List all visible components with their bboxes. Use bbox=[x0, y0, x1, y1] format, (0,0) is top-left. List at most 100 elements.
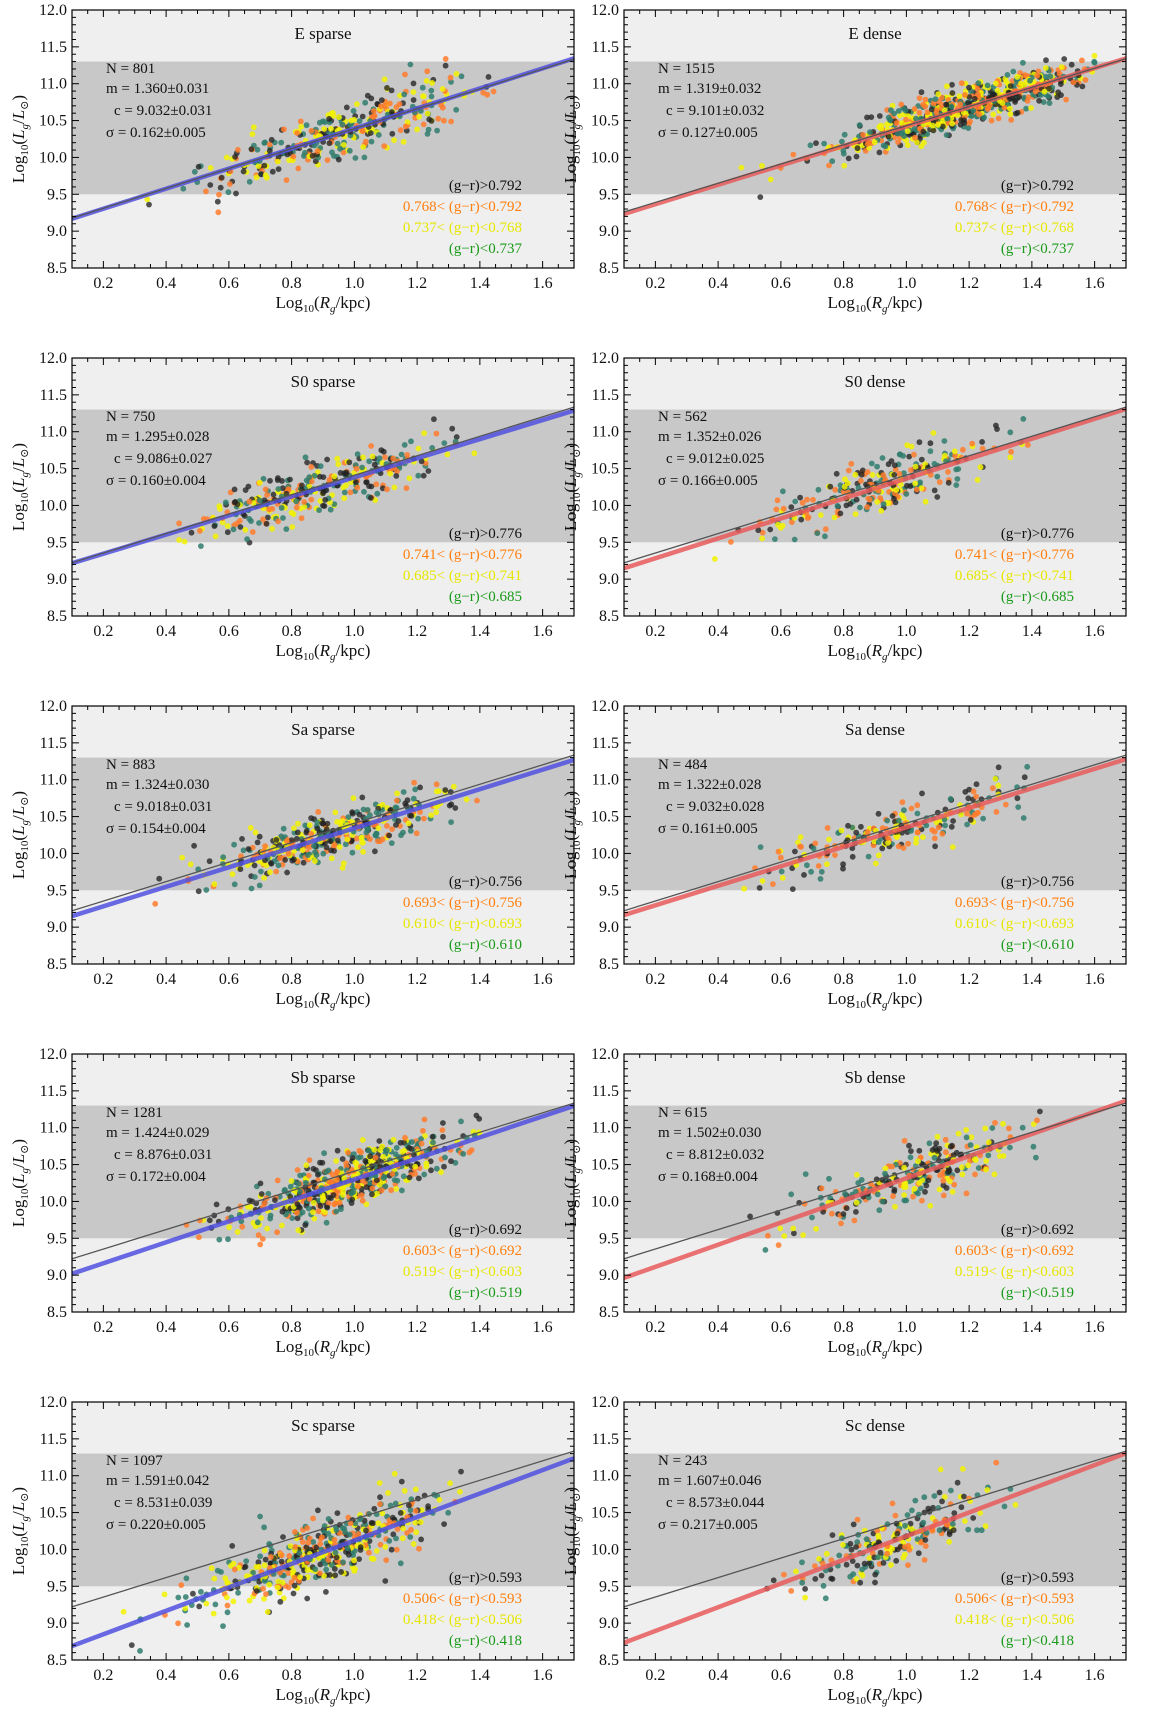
fit-line bbox=[624, 756, 1126, 918]
data-point bbox=[880, 472, 887, 479]
data-point bbox=[914, 139, 920, 146]
data-point bbox=[415, 815, 421, 822]
data-point bbox=[448, 118, 454, 125]
x-axis-label-sub: 10 bbox=[855, 999, 867, 1011]
data-point bbox=[937, 1172, 943, 1179]
data-point bbox=[948, 103, 955, 110]
data-point bbox=[797, 834, 804, 840]
data-point bbox=[901, 133, 907, 140]
y-tick-label: 11.0 bbox=[40, 424, 67, 441]
data-point bbox=[903, 116, 909, 123]
data-point bbox=[988, 117, 995, 124]
data-point bbox=[203, 188, 209, 195]
y-tick-label: 9.5 bbox=[47, 882, 67, 899]
data-point bbox=[326, 116, 332, 122]
data-point bbox=[876, 113, 883, 119]
data-point bbox=[423, 1160, 430, 1167]
data-point bbox=[343, 482, 349, 489]
data-point bbox=[303, 122, 310, 129]
data-point bbox=[865, 853, 872, 860]
data-point bbox=[263, 862, 270, 869]
data-point bbox=[367, 812, 373, 818]
y-tick-label: 11.0 bbox=[40, 76, 67, 93]
data-point bbox=[400, 789, 407, 795]
data-point bbox=[418, 1140, 425, 1147]
y-axis-label-var2: L bbox=[561, 110, 580, 120]
data-point bbox=[408, 813, 415, 819]
data-point bbox=[902, 107, 909, 114]
x-tick-label: 0.8 bbox=[834, 623, 854, 640]
data-point bbox=[359, 794, 366, 801]
data-point bbox=[371, 1146, 378, 1153]
data-point bbox=[891, 472, 898, 478]
data-point bbox=[911, 1185, 918, 1192]
data-point bbox=[954, 112, 961, 118]
data-point bbox=[889, 1163, 895, 1170]
data-point bbox=[358, 834, 365, 841]
data-point bbox=[206, 858, 213, 865]
reference-line bbox=[624, 58, 1126, 213]
data-point bbox=[1030, 1143, 1037, 1150]
data-point bbox=[853, 153, 860, 160]
data-point bbox=[302, 454, 309, 461]
data-point bbox=[303, 828, 310, 834]
data-point bbox=[357, 1154, 364, 1160]
data-point bbox=[391, 1470, 398, 1477]
data-point bbox=[815, 863, 822, 869]
data-point bbox=[885, 839, 891, 846]
data-point bbox=[831, 514, 838, 521]
data-point bbox=[243, 1558, 250, 1564]
data-point bbox=[322, 497, 329, 503]
data-point bbox=[463, 796, 470, 803]
data-point bbox=[355, 844, 361, 850]
data-point bbox=[965, 125, 972, 131]
data-point bbox=[854, 145, 861, 152]
plot-area bbox=[72, 754, 574, 919]
data-point bbox=[962, 92, 968, 98]
data-point bbox=[321, 126, 328, 132]
data-point bbox=[378, 447, 385, 454]
x-tick-label: 0.4 bbox=[156, 275, 176, 292]
data-point bbox=[967, 817, 974, 823]
data-point bbox=[302, 149, 308, 156]
data-point bbox=[308, 464, 315, 470]
data-point bbox=[867, 129, 873, 136]
data-point bbox=[939, 830, 946, 837]
data-point bbox=[306, 822, 313, 829]
inner-band bbox=[624, 1105, 1126, 1239]
y-axis-label-mid: / bbox=[9, 815, 28, 820]
data-point bbox=[175, 1620, 182, 1627]
ticks bbox=[71, 9, 575, 269]
x-axis-label-unit: /kpc) bbox=[336, 641, 371, 660]
data-point bbox=[257, 1553, 263, 1560]
data-point bbox=[206, 1217, 213, 1224]
data-point bbox=[963, 1190, 970, 1197]
data-point bbox=[339, 1156, 346, 1162]
data-point bbox=[373, 830, 380, 837]
data-point bbox=[413, 830, 420, 837]
y-tick-label: 12.0 bbox=[39, 1046, 67, 1063]
data-point bbox=[882, 1170, 888, 1177]
data-point bbox=[895, 139, 901, 146]
data-point bbox=[320, 850, 327, 857]
data-point bbox=[388, 840, 395, 846]
y-axis-label-body: ( bbox=[9, 1183, 28, 1189]
data-point bbox=[866, 139, 872, 146]
data-point bbox=[256, 833, 263, 840]
data-point bbox=[452, 805, 459, 811]
data-point bbox=[248, 885, 255, 892]
data-point bbox=[759, 535, 765, 542]
data-point bbox=[220, 854, 227, 861]
data-point bbox=[367, 1153, 373, 1160]
data-point bbox=[762, 1247, 769, 1253]
data-point bbox=[187, 861, 194, 868]
x-axis-label-sub2: g bbox=[330, 303, 336, 315]
data-point bbox=[407, 828, 414, 834]
data-point bbox=[757, 844, 764, 850]
data-point bbox=[433, 1165, 440, 1172]
data-point bbox=[922, 103, 929, 110]
y-tick-label: 8.5 bbox=[47, 608, 67, 625]
data-point bbox=[246, 498, 253, 505]
data-point bbox=[999, 100, 1006, 106]
data-point bbox=[845, 822, 851, 829]
